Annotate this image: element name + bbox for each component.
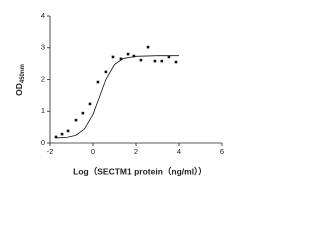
- point: [139, 58, 143, 62]
- point: [81, 111, 85, 115]
- chart: Log（SECTM1 protein（ng/ml）） OD450nm 0 1 2 3 4…: [14, 11, 224, 176]
- y-tick-label: 1: [41, 106, 45, 115]
- point: [111, 55, 115, 59]
- point: [60, 132, 64, 136]
- y-axis-title: OD450nm: [14, 64, 25, 96]
- point: [132, 54, 136, 58]
- x-tick-label: -2: [47, 147, 54, 156]
- y-axis-title-sub: 450nm: [20, 64, 26, 83]
- x-tick-label: 6: [220, 147, 224, 156]
- point: [153, 59, 157, 63]
- point: [104, 70, 108, 74]
- x-axis-title: Log（SECTM1 protein（ng/ml））: [73, 166, 207, 176]
- point: [54, 135, 58, 139]
- point: [160, 59, 164, 63]
- point: [88, 102, 92, 106]
- y-tick-label: 0: [41, 138, 45, 147]
- x-tick-label: 0: [91, 147, 95, 156]
- point: [66, 129, 70, 133]
- y-tick-label: 2: [41, 74, 45, 83]
- y-axis-title-main: OD: [14, 83, 24, 96]
- fit-curve: [56, 55, 179, 139]
- y-tick-label: 3: [41, 43, 45, 52]
- point: [146, 45, 150, 49]
- y-tick-label: 4: [41, 11, 45, 20]
- point: [96, 80, 100, 84]
- x-tick-label: 2: [134, 147, 138, 156]
- page: {"chart_data": { "type": "scatter", "x_l…: [14, 10, 225, 177]
- point: [167, 55, 171, 59]
- point: [174, 60, 178, 64]
- point: [119, 57, 123, 61]
- point: [126, 52, 130, 56]
- point: [74, 118, 78, 122]
- x-tick-label: 4: [177, 147, 181, 156]
